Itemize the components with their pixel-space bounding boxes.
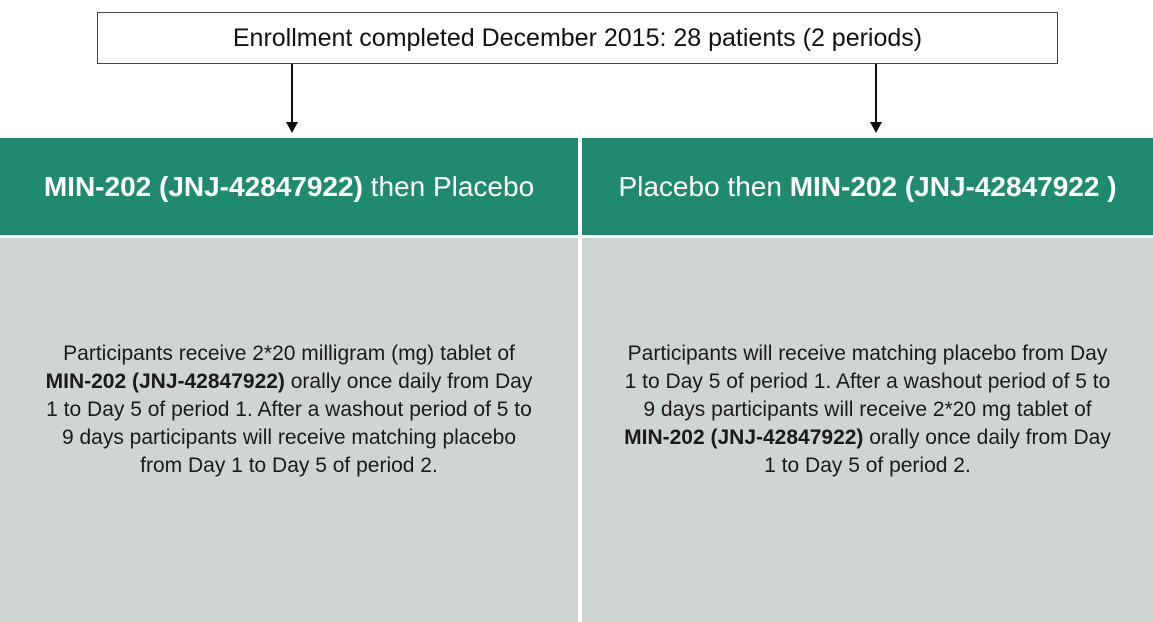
arm-title: MIN-202 (JNJ-42847922) then Placebo: [0, 138, 578, 235]
arm-description: Participants will receive matching place…: [582, 238, 1153, 622]
enrollment-box: Enrollment completed December 2015: 28 p…: [97, 12, 1058, 64]
bold-text: MIN-202 (JNJ-42847922): [43, 170, 363, 202]
bold-text: MIN-202 (JNJ-42847922 ): [789, 170, 1117, 202]
arm-title: Placebo then MIN-202 (JNJ-42847922 ): [582, 138, 1153, 235]
text: Placebo then: [618, 170, 790, 202]
arrow-head: [870, 122, 882, 133]
text: orally once daily from Day 1 to Day 5 of…: [764, 426, 1111, 477]
text: Participants receive 2*20 milligram (mg)…: [63, 342, 515, 365]
bold-text: MIN-202 (JNJ-42847922): [624, 426, 864, 449]
text: then Placebo: [362, 170, 535, 202]
text: orally once daily from Day 1 to Day 5 of…: [46, 370, 533, 477]
text: Participants will receive matching place…: [624, 342, 1111, 421]
arm-description: Participants receive 2*20 milligram (mg)…: [0, 238, 578, 622]
arrow-head: [286, 122, 298, 133]
arrows: [286, 64, 882, 133]
bold-text: MIN-202 (JNJ-42847922): [45, 370, 285, 393]
